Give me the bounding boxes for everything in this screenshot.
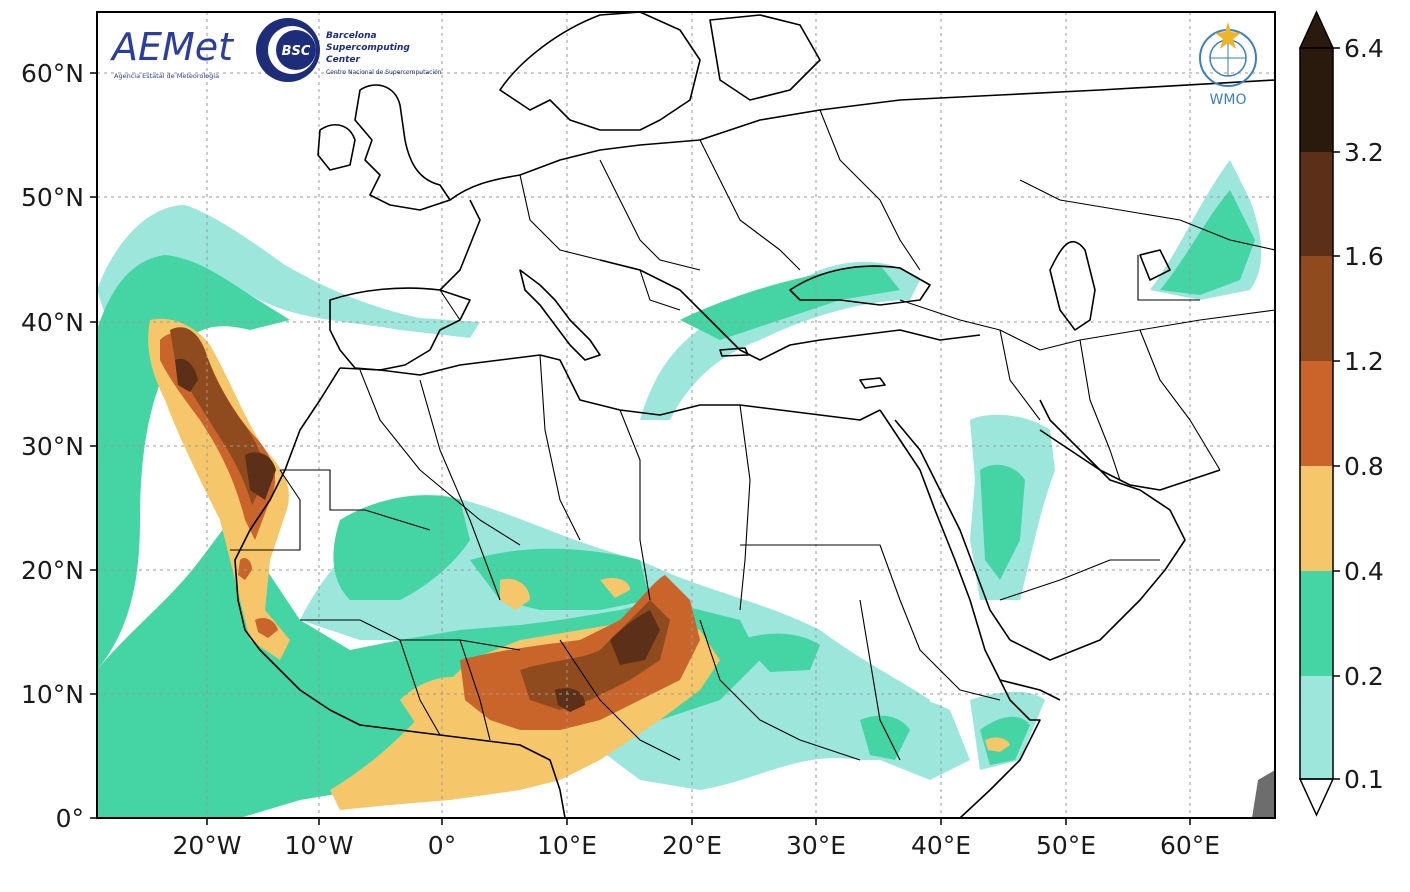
colorbar-level-label: 1.6 bbox=[1344, 242, 1384, 271]
map-frame bbox=[96, 11, 1276, 819]
colorbar-level-label: 1.2 bbox=[1344, 347, 1384, 376]
wmo-logo: WMO bbox=[1199, 22, 1257, 108]
lon-tick-label: 20°W bbox=[172, 831, 241, 860]
colorbar-level-label: 3.2 bbox=[1344, 138, 1384, 167]
lon-tick-label: 30°E bbox=[786, 831, 846, 860]
bsc-logo: BSC Barcelona Supercomputing Center Cent… bbox=[256, 18, 442, 82]
bsc-subtitle: Centro Nacional de Supercomputación bbox=[326, 69, 442, 76]
lon-tick-label: 0° bbox=[428, 831, 456, 860]
colorbar-bin bbox=[1300, 361, 1333, 466]
colorbar-extend-top bbox=[1298, 10, 1335, 49]
lat-tick-label: 40°N bbox=[21, 308, 84, 337]
bsc-line-3: Center bbox=[326, 55, 361, 65]
aemet-logo-subtitle: Agencia Estatal de Meteorología bbox=[114, 72, 219, 80]
colorbar-bin bbox=[1300, 571, 1333, 676]
lon-tick-label: 10°W bbox=[284, 831, 353, 860]
colorbar: 6.4 3.2 1.6 1.2 0.8 0.4 0.2 0.1 bbox=[1298, 10, 1384, 817]
lon-tick-label: 20°E bbox=[662, 831, 722, 860]
lon-tick-label: 40°E bbox=[911, 831, 971, 860]
colorbar-bin bbox=[1300, 256, 1333, 361]
colorbar-level-label: 0.4 bbox=[1344, 557, 1384, 586]
latitude-axis: 60°N 50°N 40°N 30°N 20°N 10°N 0° bbox=[21, 59, 97, 833]
colorbar-level-label: 0.1 bbox=[1344, 765, 1384, 794]
bsc-line-2: Supercomputing bbox=[326, 43, 410, 53]
lon-tick-label: 10°E bbox=[537, 831, 597, 860]
bsc-line-1: Barcelona bbox=[326, 31, 377, 41]
aemet-logo: AEMet Agencia Estatal de Meteorología bbox=[109, 25, 235, 80]
lat-tick-label: 20°N bbox=[21, 556, 84, 585]
colorbar-bin bbox=[1300, 152, 1333, 256]
coastlines bbox=[234, 12, 1275, 818]
colorbar-bin bbox=[1300, 466, 1333, 571]
no-data-corner-right bbox=[1252, 770, 1275, 818]
wmo-star-icon bbox=[1215, 22, 1241, 49]
lat-tick-label: 0° bbox=[56, 804, 84, 833]
colorbar-level-label: 6.4 bbox=[1344, 34, 1384, 63]
country-borders bbox=[230, 109, 1275, 761]
longitude-axis: 20°W 10°W 0° 10°E 20°E 30°E 40°E 50°E 60… bbox=[172, 818, 1220, 860]
colorbar-bin bbox=[1300, 48, 1333, 152]
colorbar-extend-bottom bbox=[1298, 778, 1335, 817]
lon-tick-label: 60°E bbox=[1160, 831, 1220, 860]
lat-tick-label: 60°N bbox=[21, 59, 84, 88]
wmo-logo-text: WMO bbox=[1210, 92, 1247, 108]
lon-tick-label: 50°E bbox=[1036, 831, 1096, 860]
lat-tick-label: 10°N bbox=[21, 680, 84, 709]
colorbar-bin bbox=[1300, 676, 1333, 779]
dust-field-layer bbox=[97, 160, 1262, 818]
lat-tick-label: 30°N bbox=[21, 432, 84, 461]
colorbar-level-label: 0.8 bbox=[1344, 452, 1384, 481]
bsc-badge-text: BSC bbox=[282, 44, 311, 59]
colorbar-level-label: 0.2 bbox=[1344, 662, 1384, 691]
lat-tick-label: 50°N bbox=[21, 183, 84, 212]
aemet-logo-text: AEMet bbox=[109, 25, 235, 69]
